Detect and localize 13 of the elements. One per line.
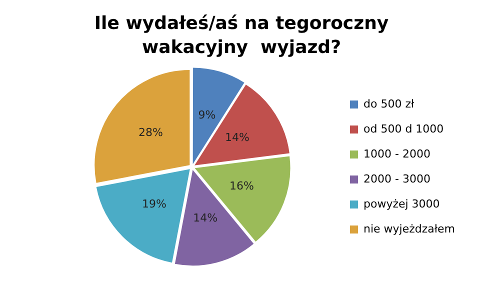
legend-label: od 500 d 1000	[364, 122, 444, 136]
data-label: 14%	[224, 131, 250, 144]
legend-label: nie wyjeżdzałem	[364, 222, 456, 236]
legend-label: powyżej 3000	[364, 197, 440, 210]
legend-label: do 500 zł	[364, 97, 415, 110]
legend-label: 1000 - 2000	[364, 147, 430, 160]
data-label: 9%	[198, 108, 216, 122]
data-label: 14%	[193, 212, 218, 225]
data-label: 16%	[230, 180, 254, 193]
chart-title: Ile wydałeś/aś na tegoroczny wakacyjny wyjazd?	[93, 12, 390, 60]
legend-label: 2000 - 3000	[364, 172, 430, 186]
data-label: 19%	[142, 198, 166, 211]
data-label: 28%	[138, 126, 164, 139]
